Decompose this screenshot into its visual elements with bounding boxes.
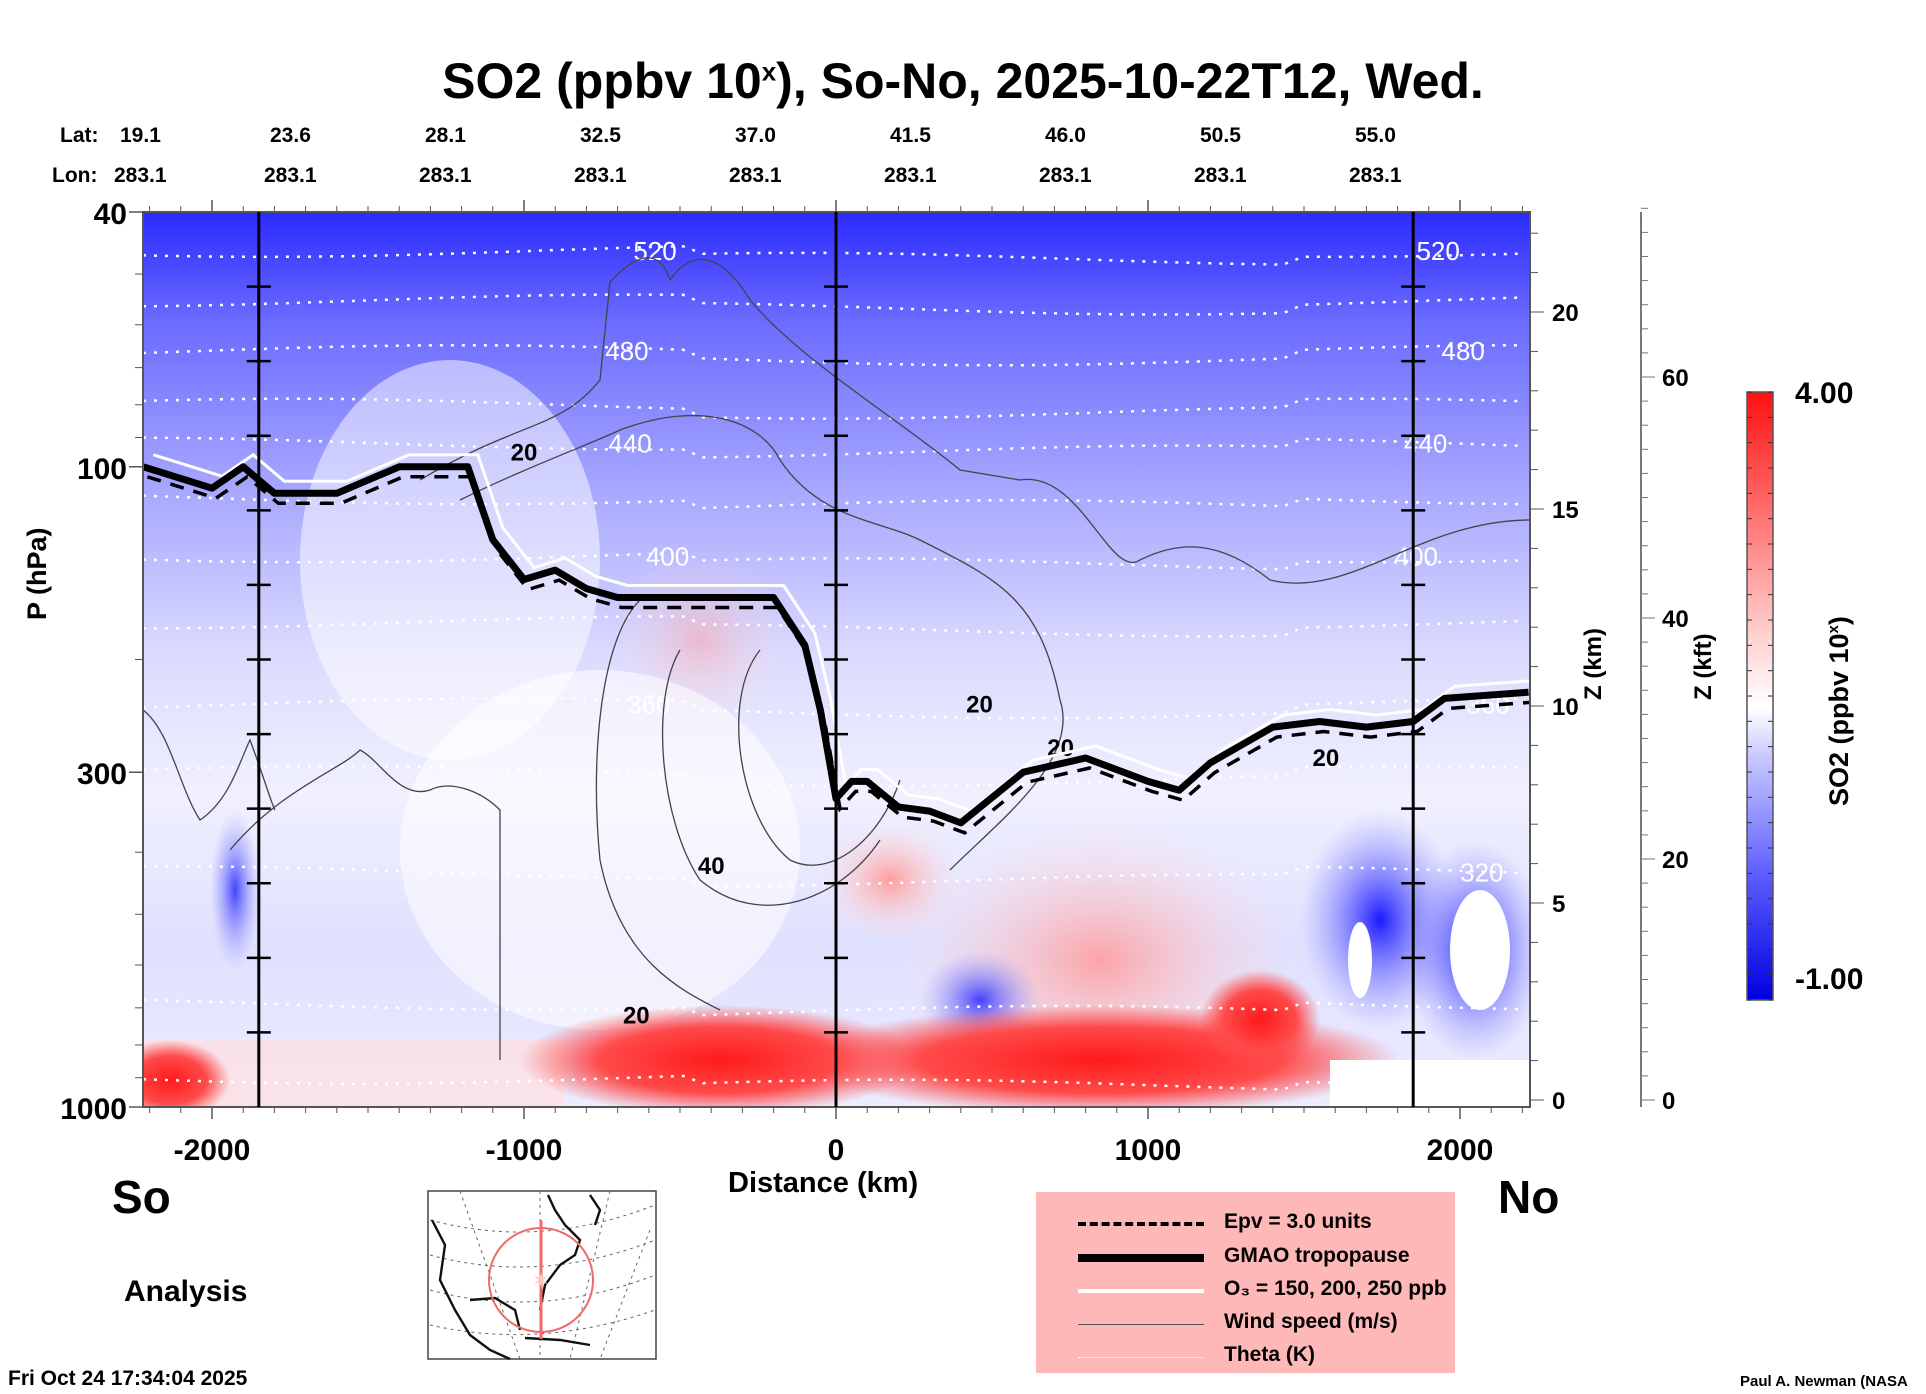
wind-label: 20 <box>1047 735 1074 762</box>
map-center-star-icon: ✶ <box>532 1268 550 1293</box>
lon-value: 283.1 <box>1349 164 1402 187</box>
lat-value: 19.1 <box>120 124 161 147</box>
lat-value: 55.0 <box>1355 124 1396 147</box>
lat-value: 46.0 <box>1045 124 1086 147</box>
zkm-tick-label: 10 <box>1552 694 1579 721</box>
ozone-contour <box>152 452 1530 813</box>
theta-label: 480 <box>605 336 648 366</box>
lat-value: 37.0 <box>735 124 776 147</box>
wind-label: 20 <box>511 440 538 467</box>
colorbar-max-label: 4.00 <box>1795 377 1854 410</box>
legend-item-theta: Theta (K) <box>1036 1343 1476 1373</box>
wind-label: 20 <box>966 691 993 718</box>
dashed-line-icon <box>1078 1222 1204 1226</box>
x-tick-label: -2000 <box>174 1134 251 1167</box>
dotted-line-icon <box>1078 1357 1204 1358</box>
map-coastlines <box>430 1194 602 1361</box>
thin-line-icon <box>1078 1324 1204 1325</box>
zkm-tick-label: 0 <box>1552 1088 1565 1115</box>
chart-title: SO2 (ppbv 10x), So-No, 2025-10-22T12, We… <box>442 53 1484 109</box>
axes: -2000 -1000 0 1000 2000 40 100 300 1000 0 5 10 15 20 0… <box>60 198 1688 1167</box>
inset-map: ✶ <box>427 1190 657 1361</box>
vertical-markers <box>246 212 1426 1107</box>
x-tick-label: 0 <box>828 1134 845 1167</box>
zkm-tick-label: 15 <box>1552 497 1579 524</box>
y-tick-label: 1000 <box>60 1093 127 1126</box>
wind-speed-contours: 20 40 20 20 20 20 <box>143 257 1530 1060</box>
legend-item-ozone: O₃ = 150, 200, 250 ppb <box>1036 1277 1476 1307</box>
colorbar-min-label: -1.00 <box>1795 963 1864 996</box>
credit-text: Paul A. Newman (NASA <box>1740 1373 1908 1390</box>
colorbar-ticks <box>1747 391 1773 1001</box>
lon-value: 283.1 <box>419 164 472 187</box>
theta-label: 440 <box>1404 429 1447 459</box>
theta-label: 480 <box>1441 336 1484 366</box>
lat-value: 50.5 <box>1200 124 1241 147</box>
lon-value: 283.1 <box>574 164 627 187</box>
lon-value: 283.1 <box>114 164 167 187</box>
south-label: So <box>112 1171 171 1223</box>
lon-value: 283.1 <box>264 164 317 187</box>
wind-label: 20 <box>1312 745 1339 772</box>
lon-value: 283.1 <box>884 164 937 187</box>
zkft-axis-label: Z (kft) <box>1690 633 1717 700</box>
lat-value: 23.6 <box>270 124 311 147</box>
zkft-tick-label: 0 <box>1662 1088 1675 1115</box>
lat-label: Lat: <box>60 124 99 147</box>
lon-label: Lon: <box>52 164 98 187</box>
theta-label: 400 <box>646 541 689 571</box>
y-axis-label: P (hPa) <box>22 527 52 620</box>
white-line-icon <box>1078 1289 1204 1293</box>
zkm-tick-label: 20 <box>1552 300 1579 327</box>
y-tick-label: 300 <box>77 758 127 791</box>
zkft-tick-label: 60 <box>1662 365 1689 392</box>
tropopause-line <box>143 463 1529 827</box>
colorbar-label: SO2 (ppbv 10x) <box>1824 616 1854 806</box>
timestamp: Fri Oct 24 17:34:04 2025 <box>8 1367 248 1390</box>
lat-value: 41.5 <box>890 124 931 147</box>
theta-label: 320 <box>1460 857 1503 887</box>
wind-label: 40 <box>698 853 725 880</box>
theta-label: 520 <box>1416 236 1459 266</box>
legend: Epv = 3.0 units GMAO tropopause O₃ = 150… <box>1036 1192 1455 1373</box>
x-tick-label: 1000 <box>1115 1134 1182 1167</box>
tropopause-lines <box>143 452 1530 835</box>
lon-value: 283.1 <box>1039 164 1092 187</box>
zkm-tick-label: 5 <box>1552 891 1565 918</box>
lon-value: 283.1 <box>1194 164 1247 187</box>
lat-value: 32.5 <box>580 124 621 147</box>
legend-item-epv: Epv = 3.0 units <box>1036 1210 1476 1240</box>
zkft-tick-label: 40 <box>1662 606 1689 633</box>
y-tick-label: 40 <box>94 198 127 231</box>
x-axis-label: Distance (km) <box>728 1167 919 1199</box>
x-tick-label: 2000 <box>1427 1134 1494 1167</box>
x-tick-label: -1000 <box>486 1134 563 1167</box>
y-tick-label: 100 <box>77 453 127 486</box>
legend-item-tropopause: GMAO tropopause <box>1036 1244 1476 1274</box>
lon-value: 283.1 <box>729 164 782 187</box>
zkft-tick-label: 20 <box>1662 847 1689 874</box>
lat-value: 28.1 <box>425 124 466 147</box>
wind-label: 20 <box>623 1003 650 1030</box>
theta-label: 520 <box>633 236 676 266</box>
zkm-axis-label: Z (km) <box>1580 628 1607 700</box>
thick-line-icon <box>1078 1254 1204 1262</box>
analysis-label: Analysis <box>124 1275 248 1308</box>
theta-label: 440 <box>608 429 651 459</box>
north-label: No <box>1498 1171 1560 1223</box>
legend-item-wind: Wind speed (m/s) <box>1036 1310 1476 1340</box>
